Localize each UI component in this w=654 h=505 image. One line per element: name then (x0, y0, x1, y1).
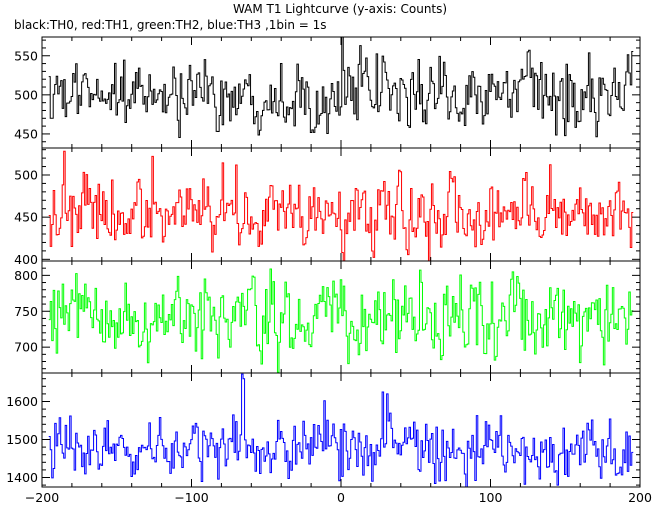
series-line-TH3 (48, 373, 634, 487)
panel-frame (41, 372, 641, 488)
y-tick-label: 500 (14, 87, 38, 102)
panels-group: 450 500 550 400 450 500 700 750 800 1400 1500 1600 (6, 36, 641, 488)
series-line-TH0 (48, 37, 634, 138)
y-tick-label: 500 (14, 167, 38, 182)
panel-TH2: 700 750 800 (14, 260, 641, 374)
series-line-TH2 (48, 268, 634, 373)
y-tick-label: 1600 (6, 394, 38, 409)
x-axis: −200 −100 0 100 200 (25, 490, 652, 505)
y-tick-label: 750 (14, 304, 38, 319)
x-tick-label: −200 (25, 490, 59, 505)
panel-TH1: 400 450 500 (14, 147, 641, 267)
x-tick-label: −100 (174, 490, 208, 505)
y-tick-label: 400 (14, 252, 38, 267)
x-tick-label: 100 (479, 490, 503, 505)
panel-TH3: 1400 1500 1600 (6, 372, 641, 488)
chart-subtitle: black:TH0, red:TH1, green:TH2, blue:TH3 … (14, 18, 327, 32)
panel-TH0: 450 500 550 (14, 36, 641, 149)
y-tick-label: 700 (14, 340, 38, 355)
chart-title: WAM T1 Lightcurve (y-axis: Counts) (233, 2, 447, 16)
x-tick-label: 0 (337, 490, 345, 505)
y-tick-label: 1400 (6, 470, 38, 485)
x-tick-label: 200 (628, 490, 652, 505)
panel-frame (41, 36, 641, 149)
y-tick-label: 450 (14, 126, 38, 141)
y-tick-label: 1500 (6, 432, 38, 447)
y-tick-label: 550 (14, 48, 38, 63)
y-tick-label: 800 (14, 268, 38, 283)
y-tick-label: 450 (14, 210, 38, 225)
series-line-TH1 (48, 150, 634, 261)
